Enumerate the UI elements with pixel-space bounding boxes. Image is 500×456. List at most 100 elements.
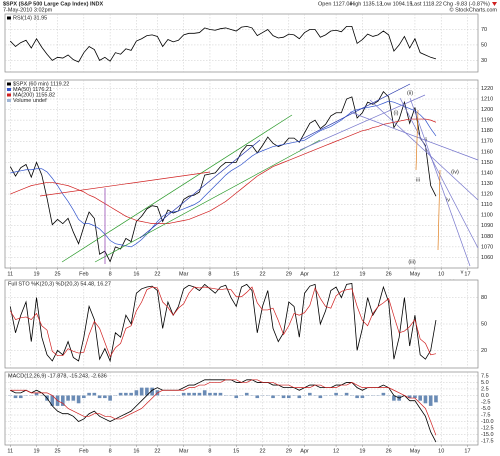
- histogram-bar: [208, 392, 212, 396]
- histogram-bar: [97, 395, 102, 399]
- histogram-bar: [255, 395, 260, 399]
- x-tick-label: 8: [109, 448, 112, 454]
- y-tick-label: 0.0: [481, 393, 489, 399]
- wave-label: (iv): [451, 169, 459, 175]
- histogram-bar: [218, 392, 223, 396]
- x-tick-label: May: [410, 271, 421, 277]
- histogram-bar: [381, 392, 386, 396]
- legend-label: MA(200) 1155.82: [13, 92, 55, 98]
- legend-label: RSI(14) 31.95: [13, 15, 47, 21]
- y-tick-label: 1140: [481, 170, 493, 176]
- y-tick-label: 1150: [481, 160, 493, 166]
- x-tick-label: 16: [133, 271, 139, 277]
- x-tick-label: 10: [438, 448, 444, 454]
- x-tick-label: Apr: [300, 271, 309, 277]
- series-line: [10, 118, 437, 224]
- legend-swatch: [7, 88, 11, 91]
- x-tick-label: 12: [333, 448, 339, 454]
- x-tick-label: 11: [7, 448, 13, 454]
- x-tick-label: 26: [386, 271, 392, 277]
- x-tick-label: 19: [33, 448, 39, 454]
- legend-label: $SPX (60 min) 1119.22: [13, 81, 69, 87]
- histogram-bar: [281, 395, 286, 399]
- histogram-bar: [192, 392, 196, 396]
- histogram-bar: [118, 392, 123, 396]
- y-tick-label: 7.5: [481, 373, 489, 379]
- series-line: [9, 283, 437, 363]
- histogram-bar: [61, 395, 65, 406]
- histogram-bar: [418, 395, 422, 401]
- y-tick-label: 5.0: [481, 380, 489, 386]
- y-tick-label: 1080: [481, 234, 493, 240]
- y-tick-label: 1060: [481, 255, 493, 261]
- series-line: [10, 100, 437, 248]
- histogram-bar: [139, 387, 144, 396]
- x-tick-label: 15: [233, 271, 239, 277]
- x-tick-label: Feb: [79, 448, 88, 454]
- panel-frame: [4, 79, 479, 269]
- x-tick-label: 11: [7, 271, 13, 277]
- histogram-bar: [150, 387, 154, 396]
- legend-swatch: [7, 16, 11, 20]
- x-tick-label: 10: [438, 271, 444, 277]
- histogram-bar: [428, 395, 433, 406]
- y-tick-label: 1180: [481, 128, 493, 134]
- histogram-bar: [124, 392, 128, 396]
- histogram-bar: [355, 395, 359, 399]
- histogram-bar: [407, 395, 412, 399]
- y-tick-label: 1190: [481, 118, 493, 124]
- y-tick-label: -2.5: [481, 399, 490, 405]
- legend-label: MA(50) 1176.21: [13, 87, 52, 93]
- high: High 1135.13: [350, 1, 382, 7]
- x-tick-label: 26: [386, 448, 392, 454]
- histogram-bar: [187, 392, 191, 396]
- y-tick-label: 1110: [481, 202, 492, 208]
- histogram-bar: [66, 395, 70, 401]
- x-tick-label: 25: [54, 271, 60, 277]
- y-tick-label: 1210: [481, 96, 493, 102]
- series-line: [9, 90, 437, 263]
- x-tick-label: 29: [286, 448, 292, 454]
- x-tick-label: 19: [359, 448, 365, 454]
- histogram-bar: [87, 392, 91, 396]
- x-tick-label: 19: [359, 271, 365, 277]
- y-tick-label: -12.5: [481, 426, 494, 432]
- y-tick-label: 70: [481, 27, 487, 33]
- trend-line: [437, 169, 441, 251]
- series-line: [9, 25, 437, 63]
- wave-label: v: [461, 269, 464, 275]
- histogram-bar: [13, 395, 18, 399]
- trend-line: [399, 97, 479, 249]
- legend-swatch: [7, 99, 11, 102]
- y-tick-label: -15.0: [481, 432, 494, 438]
- x-tick-label: 17: [464, 271, 470, 277]
- wave-label: iv: [446, 197, 450, 203]
- open: Open 1127.04: [318, 1, 352, 7]
- histogram-bar: [181, 392, 186, 396]
- x-tick-label: 22: [259, 271, 265, 277]
- histogram-bar: [50, 395, 55, 406]
- histogram-bar: [76, 395, 81, 404]
- wave-label: (ii): [407, 90, 413, 96]
- y-tick-label: 1090: [481, 223, 493, 229]
- y-tick-label: 20: [481, 348, 487, 354]
- panel-title: Full STO %K(20,3) %D(20,3) 54.48, 16.27: [8, 281, 111, 287]
- credit: © StockCharts.com: [450, 6, 498, 13]
- low: Low 1094.15: [381, 1, 413, 7]
- histogram-bar: [297, 395, 302, 399]
- series-line: [9, 286, 437, 358]
- x-tick-label: 22: [154, 448, 160, 454]
- histogram-bar: [103, 395, 107, 399]
- x-tick-label: 22: [154, 271, 160, 277]
- x-tick-label: 25: [54, 448, 60, 454]
- legend-swatch: [7, 93, 11, 97]
- histogram-bar: [434, 395, 438, 403]
- histogram-bar: [34, 392, 39, 396]
- legend-label: Volume undef: [13, 98, 47, 104]
- y-tick-label: 1170: [481, 139, 493, 145]
- histogram-bar: [392, 395, 396, 401]
- x-tick-label: 29: [286, 271, 292, 277]
- legend-swatch: [7, 82, 11, 86]
- y-tick-label: 1100: [481, 213, 493, 219]
